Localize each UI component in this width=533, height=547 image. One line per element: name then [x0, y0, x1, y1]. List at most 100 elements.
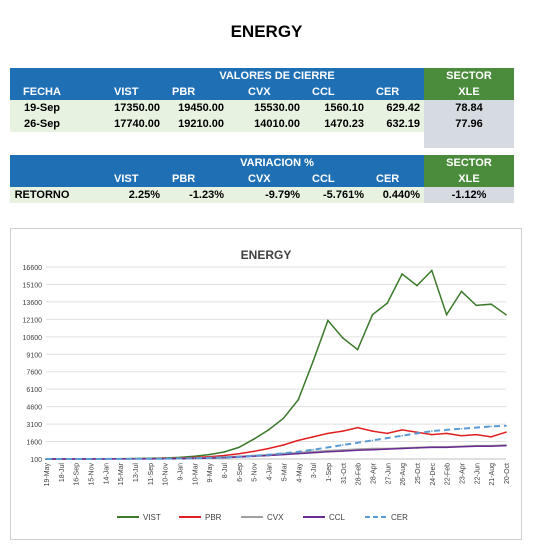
x-tick-label: 5-Mar — [281, 462, 288, 481]
x-tick-label: 25-Oct — [415, 463, 422, 484]
data-point-cer — [356, 441, 359, 444]
data-point-vist — [416, 284, 418, 287]
x-tick-label: 23-Apr — [459, 462, 466, 484]
y-tick-label: 16600 — [23, 265, 43, 272]
data-point-vist — [282, 417, 285, 420]
data-point-pbr — [356, 426, 359, 429]
data-point-cer — [475, 426, 478, 429]
data-point-vist — [312, 360, 314, 363]
cell-xle: -1.12% — [424, 187, 514, 203]
data-point-cer — [60, 458, 62, 460]
data-point-ccl — [475, 445, 478, 447]
cell-cvx: -9.79% — [265, 189, 300, 201]
data-point-vist — [193, 455, 196, 458]
x-tick-label: 6-Sep — [237, 463, 244, 482]
y-tick-label: 10600 — [23, 335, 43, 342]
data-point-cer — [460, 427, 463, 430]
data-point-ccl — [297, 452, 300, 455]
data-point-vist — [356, 348, 359, 351]
cell-vist: 17350.00 — [114, 102, 160, 114]
y-tick-label: 6100 — [26, 387, 42, 394]
data-point-pbr — [505, 431, 507, 434]
data-point-cer — [74, 458, 77, 460]
data-point-vist — [445, 313, 448, 316]
data-point-vist — [460, 290, 463, 293]
data-point-cer — [45, 458, 47, 460]
data-point-vist — [490, 303, 492, 306]
y-tick-label: 100 — [30, 457, 42, 464]
data-point-pbr — [297, 439, 300, 442]
x-tick-label: 27-Jun — [385, 463, 392, 485]
x-tick-label: 20-Oct — [504, 463, 511, 484]
x-tick-label: 4-May — [296, 463, 303, 483]
data-point-vist — [386, 302, 389, 304]
data-point-cvx — [371, 447, 374, 450]
col-header-pbr: PBR — [164, 171, 228, 187]
data-point-ccl — [371, 448, 374, 451]
data-point-cer — [341, 444, 344, 446]
data-point-ccl — [341, 450, 344, 452]
table-row: 19-Sep 17350.00 19450.00 15530.00 1560.1… — [10, 100, 514, 116]
cell-vist: 17740.00 — [114, 118, 160, 130]
col-header-cvx: CVX — [228, 84, 304, 100]
data-point-pbr — [238, 452, 240, 455]
x-tick-label: 9-Jan — [178, 463, 185, 481]
data-point-vist — [223, 451, 225, 453]
data-point-cer — [490, 425, 492, 428]
data-point-cer — [401, 434, 403, 437]
legend-label-vist: VIST — [143, 513, 161, 522]
data-point-pbr — [252, 450, 255, 453]
legend-label-cvx: CVX — [267, 513, 284, 522]
x-tick-label: 9-May — [207, 463, 214, 483]
data-point-ccl — [386, 448, 389, 450]
cell-cvx: 15530.00 — [254, 102, 300, 114]
x-tick-label: 8-Jul — [222, 463, 229, 479]
data-point-cer — [282, 452, 285, 455]
data-point-cvx — [341, 449, 344, 451]
col-header-pbr: PBR — [164, 84, 228, 100]
x-tick-label: 31-Oct — [341, 463, 348, 484]
data-point-cer — [208, 457, 211, 459]
data-point-cer — [267, 453, 270, 456]
data-point-ccl — [431, 446, 433, 449]
x-tick-label: 24-Dec — [430, 463, 437, 486]
data-point-ccl — [401, 447, 403, 450]
data-point-cvx — [327, 449, 329, 452]
legend-label-ccl: CCL — [329, 513, 346, 522]
data-point-vist — [431, 269, 433, 272]
data-point-vist — [297, 398, 300, 401]
data-point-cer — [327, 446, 329, 449]
data-point-ccl — [416, 447, 418, 449]
sector-header: SECTOR — [424, 68, 514, 84]
data-point-vist — [238, 446, 240, 449]
data-point-vist — [267, 429, 270, 431]
sector-sub-header: XLE — [424, 171, 514, 187]
data-point-ccl — [282, 453, 285, 456]
data-point-pbr — [327, 432, 329, 435]
col-header-fecha: FECHA — [10, 84, 74, 100]
y-tick-label: 4600 — [26, 405, 42, 412]
cell-pbr: 19450.00 — [178, 102, 224, 114]
data-point-cer — [223, 456, 225, 459]
y-tick-label: 3100 — [26, 422, 42, 429]
data-point-pbr — [341, 430, 344, 432]
data-point-cer — [163, 457, 166, 460]
data-point-pbr — [401, 429, 403, 431]
x-tick-label: 19-May — [44, 463, 51, 487]
cell-fecha: 19-Sep — [23, 102, 61, 114]
legend-label-cer: CER — [391, 513, 408, 522]
data-point-pbr — [282, 444, 285, 446]
data-point-vist — [505, 313, 507, 316]
data-point-cer — [431, 430, 433, 432]
group-header: VARIACION % — [240, 157, 314, 169]
table-row: 26-Sep 17740.00 19210.00 14010.00 1470.2… — [10, 116, 514, 132]
cell-ccl: 1470.23 — [324, 118, 364, 130]
data-point-vist — [341, 337, 344, 339]
y-tick-label: 1600 — [26, 440, 42, 447]
x-tick-label: 11-Sep — [148, 463, 155, 485]
x-tick-label: 28-Feb — [356, 463, 363, 485]
data-point-cer — [252, 455, 255, 457]
data-point-vist — [401, 273, 403, 275]
x-tick-label: 21-Aug — [489, 463, 496, 486]
data-point-pbr — [312, 436, 314, 438]
